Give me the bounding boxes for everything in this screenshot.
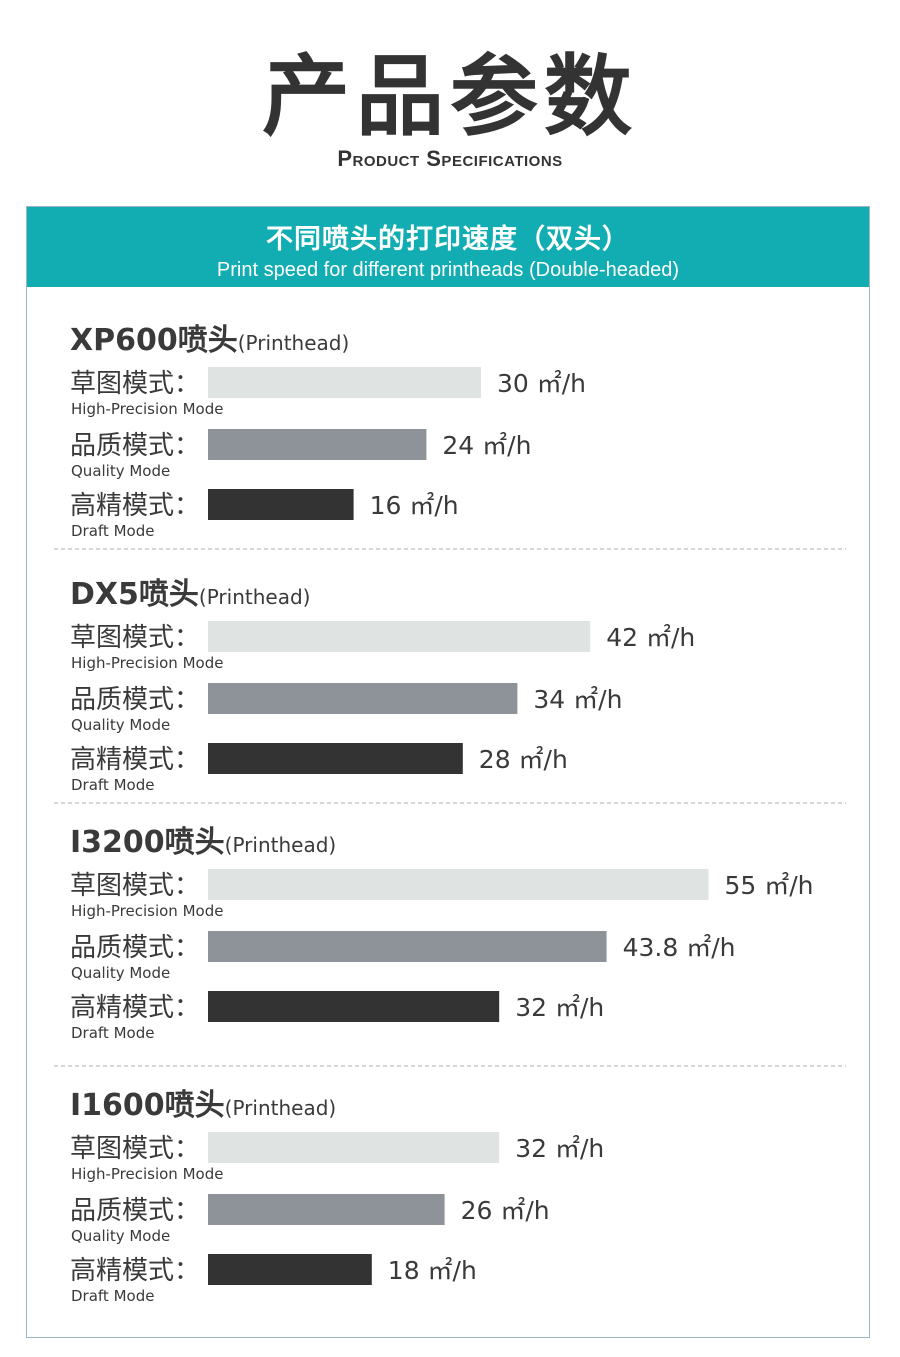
speed-value-label: 42 ㎡/h	[606, 623, 695, 652]
printhead-name: I1600喷头(Printhead)	[70, 1088, 336, 1123]
mode-label-cn: 品质模式：	[70, 1196, 200, 1226]
spec-panel: 不同喷头的打印速度（双头） Print speed for different …	[26, 206, 870, 1338]
mode-label-cn: 草图模式：	[70, 623, 200, 653]
speed-value-label: 18 ㎡/h	[388, 1256, 477, 1285]
mode-label-cn: 草图模式：	[70, 1134, 200, 1164]
mode-label-cn: 高精模式：	[70, 745, 200, 775]
speed-value-label: 34 ㎡/h	[533, 685, 622, 714]
speed-value-label: 55 ㎡/h	[725, 871, 814, 900]
mode-label-en: Quality Mode	[71, 462, 170, 480]
mode-label-cn: 品质模式：	[70, 431, 200, 461]
mode-label-cn: 品质模式：	[70, 685, 200, 715]
mode-label-cn: 高精模式：	[70, 491, 200, 521]
printhead-name-suffix: (Printhead)	[225, 833, 337, 857]
printhead-name-main: XP600喷头	[70, 323, 238, 358]
mode-label-cn: 高精模式：	[70, 993, 200, 1023]
page-subtitle: Product Specifications	[337, 146, 563, 171]
mode-label-en: High-Precision Mode	[71, 902, 223, 920]
mode-label-en: Draft Mode	[71, 776, 154, 794]
speed-value-label: 32 ㎡/h	[515, 1134, 604, 1163]
mode-label-en: High-Precision Mode	[71, 1165, 223, 1183]
page-title: 产品参数	[261, 45, 638, 148]
mode-label-en: Draft Mode	[71, 1287, 154, 1305]
speed-bar	[208, 931, 607, 962]
speed-bar	[208, 621, 591, 652]
speed-value-label: 24 ㎡/h	[442, 431, 531, 460]
speed-value-label: 26 ㎡/h	[461, 1196, 550, 1225]
speed-bar	[208, 367, 481, 398]
mode-label-en: Draft Mode	[71, 522, 154, 540]
panel-title-en: Print speed for different printheads (Do…	[216, 259, 680, 281]
mode-label-en: Quality Mode	[71, 716, 170, 734]
printhead-name: DX5喷头(Printhead)	[70, 577, 310, 612]
speed-bar	[208, 1194, 445, 1225]
speed-value-label: 32 ㎡/h	[515, 993, 604, 1022]
printhead-name-suffix: (Printhead)	[225, 1096, 337, 1120]
speed-value-label: 16 ㎡/h	[370, 491, 459, 520]
speed-bar	[208, 743, 463, 774]
speed-value-label: 30 ㎡/h	[497, 369, 586, 398]
mode-label-en: Draft Mode	[71, 1024, 154, 1042]
speed-bar	[208, 1254, 372, 1285]
speed-value-label: 28 ㎡/h	[479, 745, 568, 774]
speed-value-label: 43.8 ㎡/h	[623, 933, 736, 962]
printhead-name-main: I3200喷头	[70, 825, 225, 860]
mode-label-cn: 高精模式：	[70, 1256, 200, 1286]
panel-title-cn: 不同喷头的打印速度（双头）	[266, 224, 630, 255]
speed-bar	[208, 869, 709, 900]
mode-label-en: High-Precision Mode	[71, 400, 223, 418]
speed-bar	[208, 991, 500, 1022]
mode-label-cn: 品质模式：	[70, 933, 200, 963]
mode-label-en: High-Precision Mode	[71, 654, 223, 672]
speed-bar	[208, 429, 427, 460]
mode-label-en: Quality Mode	[71, 1227, 170, 1245]
printhead-name-main: I1600喷头	[70, 1088, 225, 1123]
speed-bar	[208, 489, 354, 520]
printhead-name-suffix: (Printhead)	[199, 585, 311, 609]
mode-label-cn: 草图模式：	[70, 871, 200, 901]
printhead-name-main: DX5喷头	[70, 577, 199, 612]
panel-header: 不同喷头的打印速度（双头） Print speed for different …	[27, 207, 869, 287]
printhead-name: XP600喷头(Printhead)	[70, 323, 349, 358]
mode-label-cn: 草图模式：	[70, 369, 200, 399]
printhead-name: I3200喷头(Printhead)	[70, 825, 336, 860]
speed-bar	[208, 683, 518, 714]
mode-label-en: Quality Mode	[71, 964, 170, 982]
speed-bar	[208, 1132, 500, 1163]
printhead-name-suffix: (Printhead)	[238, 331, 350, 355]
